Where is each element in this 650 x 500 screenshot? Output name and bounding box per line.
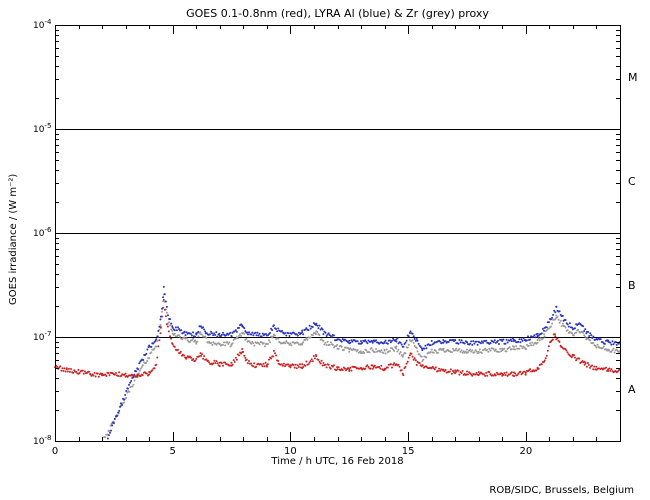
y-tick-label: 10-8 — [33, 434, 51, 447]
series-lyra-zr-proxy — [103, 293, 621, 439]
y-tick-label: 10-5 — [33, 122, 51, 135]
y-tick-label: 10-6 — [33, 226, 52, 239]
chart-title: GOES 0.1-0.8nm (red), LYRA Al (blue) & Z… — [186, 7, 489, 20]
y-tick-label: 10-4 — [33, 18, 52, 31]
flare-class-label-c: C — [628, 175, 636, 188]
x-tick-label: 10 — [284, 446, 297, 457]
flare-class-label-m: M — [628, 71, 638, 84]
flare-class-label-b: B — [628, 279, 636, 292]
series-lyra-al-proxy — [106, 285, 621, 440]
x-tick-label: 20 — [519, 446, 532, 457]
series-goes-0-1-0-8nm — [54, 299, 621, 378]
credit-text: ROB/SIDC, Brussels, Belgium — [489, 485, 634, 496]
x-tick-label: 15 — [402, 446, 415, 457]
x-axis-label: Time / h UTC, 16 Feb 2018 — [271, 456, 404, 467]
x-tick-label: 0 — [52, 446, 58, 457]
x-tick-label: 5 — [170, 446, 176, 457]
y-tick-label: 10-7 — [33, 330, 51, 343]
flare-class-label-a: A — [628, 383, 636, 396]
